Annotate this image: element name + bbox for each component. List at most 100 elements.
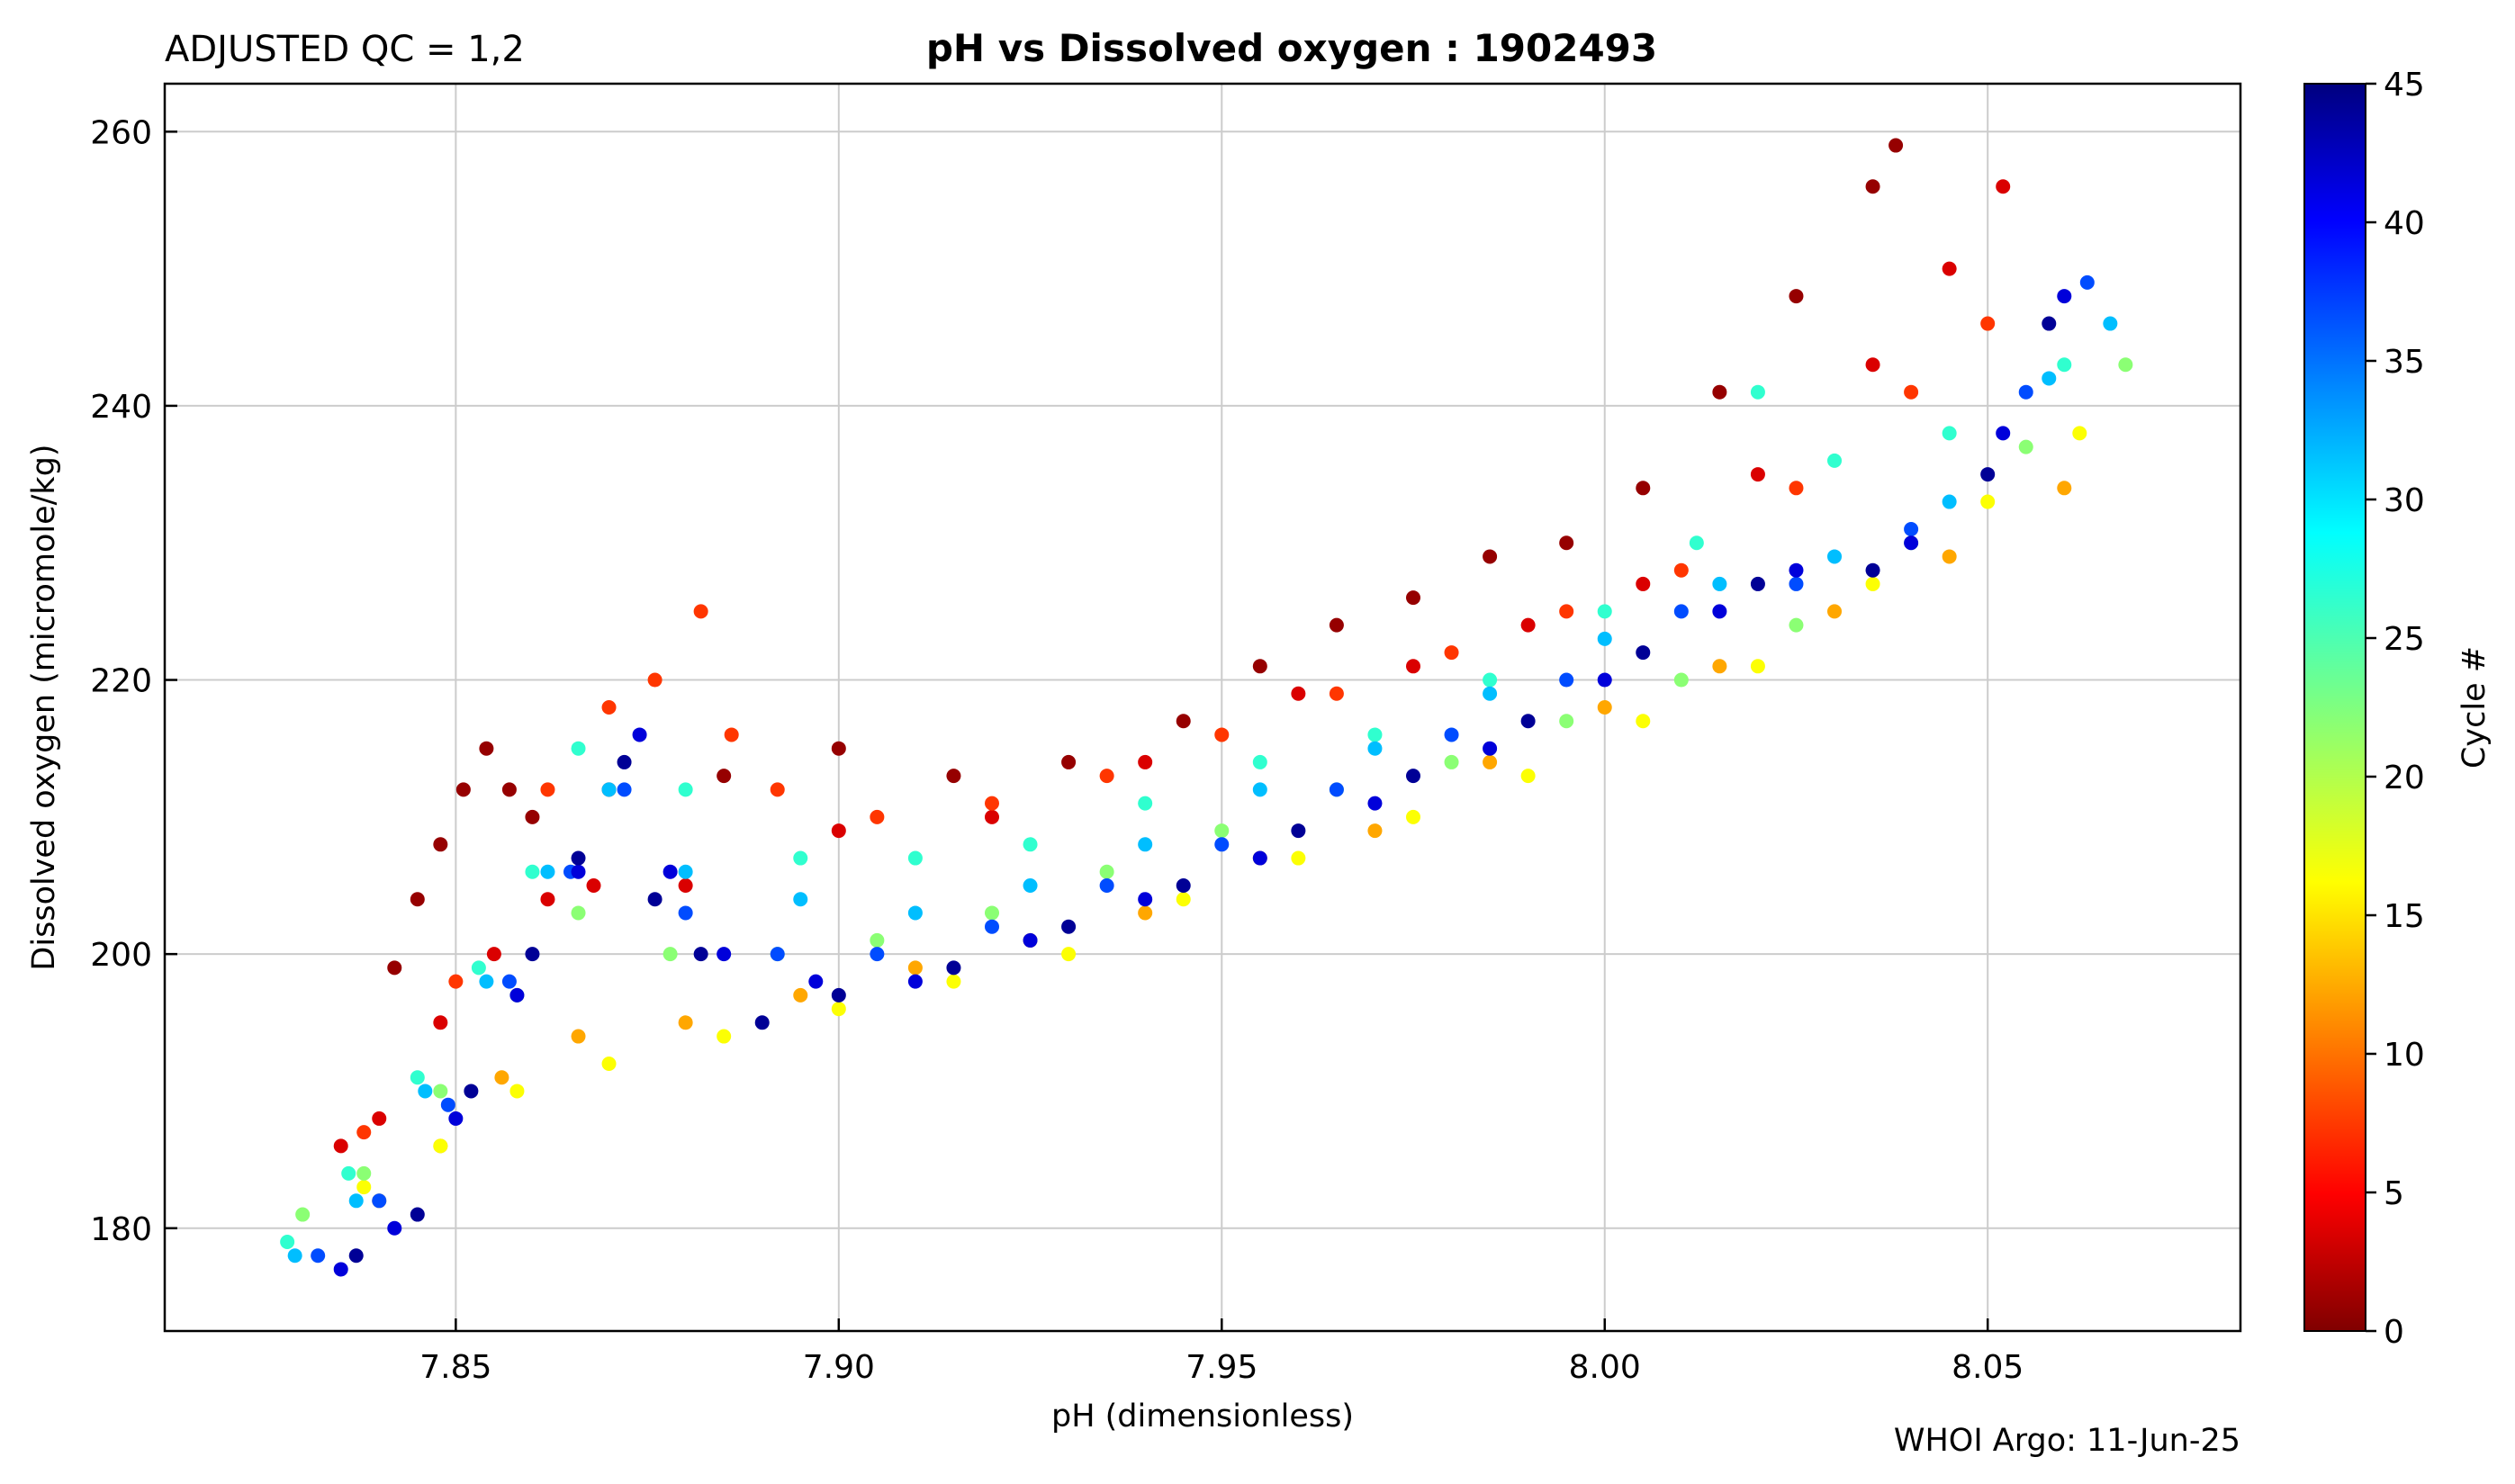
data-point bbox=[984, 919, 999, 934]
y-tick-label: 180 bbox=[90, 1211, 152, 1248]
data-point bbox=[1214, 727, 1230, 742]
data-point bbox=[471, 960, 486, 976]
data-point bbox=[1559, 672, 1574, 688]
data-point bbox=[678, 782, 693, 797]
x-tick-label: 8.00 bbox=[1569, 1349, 1641, 1386]
data-point bbox=[1597, 631, 1612, 646]
data-point bbox=[793, 987, 808, 1003]
axis-ticks: 7.85 7.90 7.95 8.00 8.05 180 200 220 240 260 bbox=[90, 114, 2024, 1386]
data-point bbox=[479, 741, 494, 756]
data-point bbox=[1597, 700, 1612, 715]
data-points bbox=[280, 138, 2133, 1277]
data-point bbox=[1520, 617, 1536, 633]
data-point bbox=[2057, 481, 2072, 496]
data-point bbox=[984, 809, 999, 824]
data-point bbox=[410, 1207, 425, 1222]
cycle-series bbox=[287, 316, 2118, 1264]
data-point bbox=[1865, 179, 1880, 194]
data-point bbox=[433, 1138, 448, 1154]
data-point bbox=[540, 892, 555, 907]
data-point bbox=[1176, 714, 1191, 729]
data-point bbox=[509, 1084, 525, 1099]
data-point bbox=[1980, 494, 1996, 509]
data-point bbox=[2042, 316, 2057, 331]
data-point bbox=[525, 947, 540, 962]
data-point bbox=[984, 796, 999, 811]
data-point bbox=[1942, 261, 1957, 276]
data-point bbox=[663, 864, 678, 879]
colorbar-tick-label: 0 bbox=[2384, 1314, 2404, 1351]
data-point bbox=[1789, 289, 1804, 304]
data-point bbox=[1176, 878, 1191, 893]
data-point bbox=[525, 809, 540, 824]
data-point bbox=[1483, 672, 1498, 688]
data-point bbox=[341, 1165, 356, 1181]
data-point bbox=[1061, 947, 1077, 962]
data-point bbox=[678, 1015, 693, 1030]
cycle-series bbox=[356, 426, 2087, 1195]
cycle-series bbox=[311, 274, 2095, 1264]
data-point bbox=[479, 974, 494, 989]
data-point bbox=[2079, 274, 2095, 290]
data-point bbox=[717, 1029, 732, 1044]
data-point bbox=[2042, 371, 2057, 386]
y-axis-label: Dissolved oxygen (micromole/kg) bbox=[26, 444, 62, 970]
colorbar-label: Cycle # bbox=[2456, 646, 2492, 769]
data-point bbox=[372, 1111, 387, 1126]
data-point bbox=[678, 864, 693, 879]
y-tick-label: 260 bbox=[90, 114, 152, 151]
data-point bbox=[311, 1248, 326, 1264]
data-point bbox=[509, 987, 525, 1003]
data-point bbox=[356, 1165, 372, 1181]
data-point bbox=[831, 987, 846, 1003]
data-point bbox=[678, 878, 693, 893]
data-point bbox=[1889, 138, 1904, 153]
data-point bbox=[1942, 426, 1957, 441]
data-point bbox=[1252, 659, 1267, 674]
data-point bbox=[907, 905, 923, 921]
data-point bbox=[1367, 796, 1383, 811]
data-point bbox=[601, 700, 617, 715]
data-point bbox=[1061, 919, 1077, 934]
data-point bbox=[1827, 604, 1843, 619]
x-tick-label: 7.85 bbox=[419, 1349, 491, 1386]
data-point bbox=[617, 754, 632, 769]
data-point bbox=[1996, 426, 2011, 441]
data-point bbox=[1980, 316, 1996, 331]
data-point bbox=[2057, 289, 2072, 304]
data-point bbox=[1750, 384, 1765, 400]
data-point bbox=[2072, 426, 2087, 441]
data-point bbox=[601, 782, 617, 797]
data-point bbox=[1483, 549, 1498, 564]
data-point bbox=[1904, 384, 1919, 400]
data-point bbox=[717, 947, 732, 962]
data-point bbox=[1444, 645, 1459, 661]
data-point bbox=[907, 974, 923, 989]
data-point bbox=[571, 1029, 586, 1044]
data-point bbox=[410, 1070, 425, 1085]
data-point bbox=[1865, 576, 1880, 591]
data-point bbox=[617, 782, 632, 797]
chart-title: pH vs Dissolved oxygen : 1902493 bbox=[926, 26, 1657, 70]
data-point bbox=[440, 1097, 455, 1112]
data-point bbox=[1636, 481, 1651, 496]
data-point bbox=[1597, 672, 1612, 688]
data-point bbox=[647, 892, 663, 907]
data-point bbox=[831, 1002, 846, 1017]
x-axis-label: pH (dimensionless) bbox=[1051, 1399, 1354, 1435]
data-point bbox=[1597, 604, 1612, 619]
data-point bbox=[333, 1138, 348, 1154]
data-point bbox=[333, 1262, 348, 1277]
data-point bbox=[455, 782, 471, 797]
data-point bbox=[1061, 754, 1077, 769]
data-point bbox=[946, 974, 961, 989]
data-point bbox=[907, 960, 923, 976]
data-point bbox=[418, 1084, 433, 1099]
data-point bbox=[571, 850, 586, 866]
cycle-series bbox=[333, 289, 2072, 1277]
y-tick-label: 200 bbox=[90, 937, 152, 974]
colorbar-tick-label: 35 bbox=[2384, 344, 2425, 381]
data-point bbox=[1712, 604, 1727, 619]
data-point bbox=[571, 864, 586, 879]
data-point bbox=[1329, 782, 1344, 797]
